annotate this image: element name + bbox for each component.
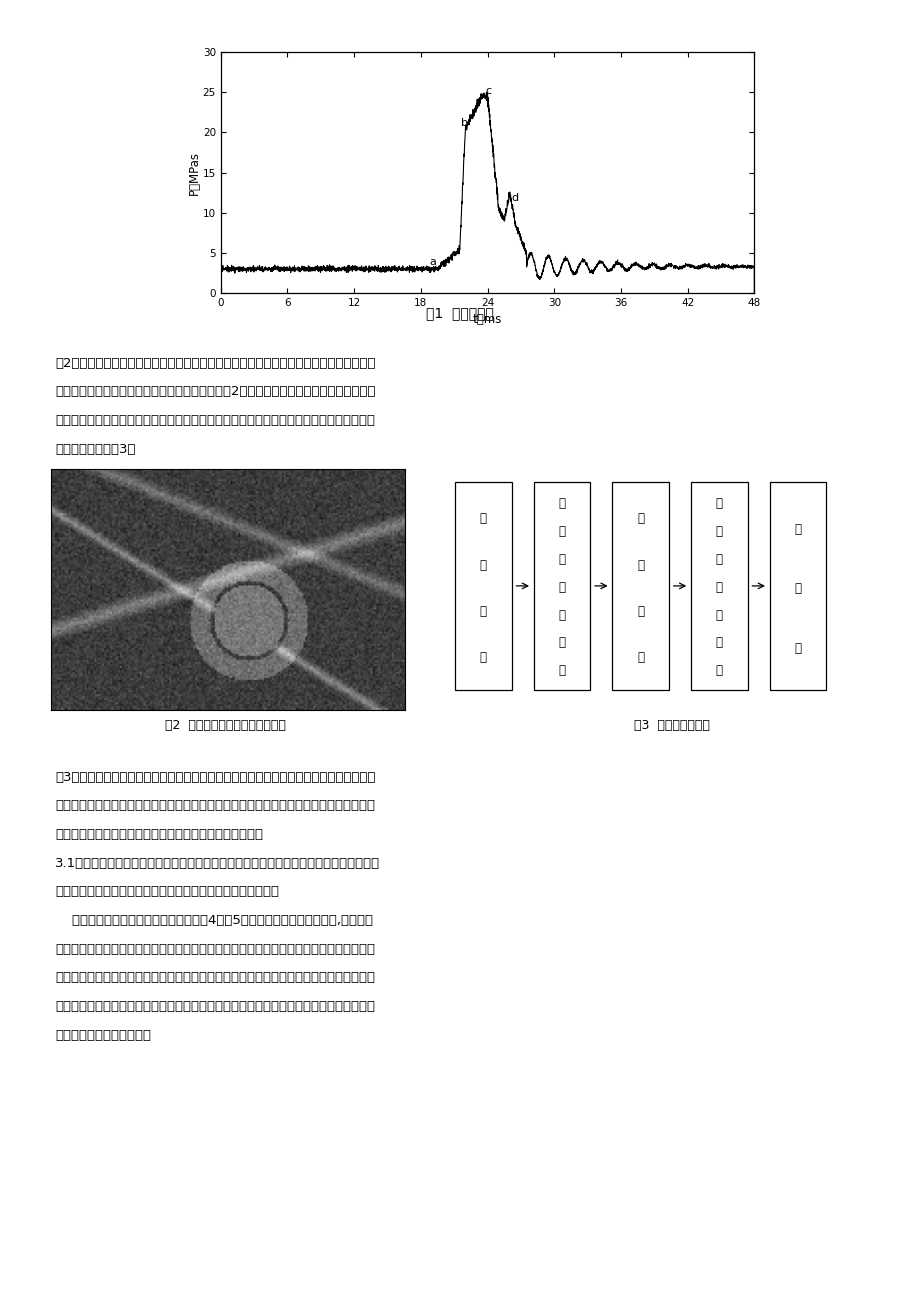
Text: 器: 器 xyxy=(558,664,565,677)
Text: 高压油管上用手拧紧固定螺栓即可，无需拆卸发动机的相关零部件，保证了发动机的正常工: 高压油管上用手拧紧固定螺栓即可，无需拆卸发动机的相关零部件，保证了发动机的正常工 xyxy=(55,414,375,427)
Text: 器: 器 xyxy=(715,664,722,677)
Text: 现变形失真，例如波峰幅値的整体下降，但这一失真对波峰的提取影响不大，数字滤波的频: 现变形失真，例如波峰幅値的整体下降，但这一失真对波峰的提取影响不大，数字滤波的频 xyxy=(55,1000,375,1013)
FancyBboxPatch shape xyxy=(769,482,825,690)
Text: 压: 压 xyxy=(480,605,486,618)
Text: 制: 制 xyxy=(715,637,722,650)
Text: 方法简单且计算速度快。同时频域数据的突然截断造成的谱泄漏会导致滤波后的时域信号出: 方法简单且计算速度快。同时频域数据的突然截断造成的谱泄漏会导致滤波后的时域信号出 xyxy=(55,971,375,984)
Text: （3）数据分析处理：从油压信号曲线可以看出信号具有明显的周期性。柴油机每个工作循: （3）数据分析处理：从油压信号曲线可以看出信号具有明显的周期性。柴油机每个工作循 xyxy=(55,771,375,784)
Text: 作。信号采集如图3。: 作。信号采集如图3。 xyxy=(55,443,136,456)
Text: 卡: 卡 xyxy=(558,525,565,538)
Text: 算: 算 xyxy=(794,582,800,595)
Text: 环只有一次燃油噴射，故两个相邻波峰的时间间隔即为当前转速下柴油机运行一个工作循环: 环只有一次燃油噴射，故两个相邻波峰的时间间隔即为当前转速下柴油机运行一个工作循环 xyxy=(55,799,375,812)
Y-axis label: P，MPas: P，MPas xyxy=(188,151,201,194)
Text: 力: 力 xyxy=(480,651,486,664)
FancyBboxPatch shape xyxy=(455,482,511,690)
Text: 传: 传 xyxy=(558,608,565,621)
Text: b: b xyxy=(460,118,468,128)
Text: 3.1：油压信号的滤波：燃油波阵面的不断反射和叠加，使得压力波的局部变化比较复杂，: 3.1：油压信号的滤波：燃油波阵面的不断反射和叠加，使得压力波的局部变化比较复杂… xyxy=(55,857,380,870)
Text: 域方法可以达到预期目的。: 域方法可以达到预期目的。 xyxy=(55,1029,151,1042)
FancyBboxPatch shape xyxy=(690,482,747,690)
Text: 感器。由刚度较大的卡具固定在高压油管上，如图2。传感器安装很方便，将其推入被测缸: 感器。由刚度较大的卡具固定在高压油管上，如图2。传感器安装很方便，将其推入被测缸 xyxy=(55,385,375,398)
Text: 外: 外 xyxy=(558,497,565,510)
Text: 路: 路 xyxy=(637,651,643,664)
Text: 这里介绍采用数字滤波的频域方法，图4到图5为经低通滤波后的油压信号,可以看出: 这里介绍采用数字滤波的频域方法，图4到图5为经低通滤波后的油压信号,可以看出 xyxy=(55,914,373,927)
Text: 力: 力 xyxy=(558,581,565,594)
Text: d: d xyxy=(510,193,517,203)
Text: 集: 集 xyxy=(715,581,722,594)
Text: 控: 控 xyxy=(715,608,722,621)
FancyBboxPatch shape xyxy=(533,482,590,690)
Text: 据: 据 xyxy=(715,525,722,538)
Text: 压: 压 xyxy=(558,553,565,566)
Text: 电: 电 xyxy=(637,605,643,618)
Text: 滤波后曲线更加光滑，有助于提高波峰识别的精度。这种滤波方法具有较好的频率选择性，: 滤波后曲线更加光滑，有助于提高波峰识别的精度。这种滤波方法具有较好的频率选择性， xyxy=(55,943,375,956)
Text: a: a xyxy=(429,256,437,267)
Text: 图3  信号采集流程图: 图3 信号采集流程图 xyxy=(633,719,709,732)
Text: 机: 机 xyxy=(794,642,800,655)
X-axis label: t，ms: t，ms xyxy=(472,314,502,327)
Text: 数: 数 xyxy=(715,497,722,510)
Text: 测: 测 xyxy=(637,512,643,525)
Text: 图2  油管压力传感器实车安装位置: 图2 油管压力传感器实车安装位置 xyxy=(165,719,286,732)
Text: 感: 感 xyxy=(558,637,565,650)
Text: 管: 管 xyxy=(480,559,486,572)
Text: c: c xyxy=(485,86,491,96)
Text: 这对识别波峰非常不利，必须对采集的油压信号进行滤波处理。: 这对识别波峰非常不利，必须对采集的油压信号进行滤波处理。 xyxy=(55,885,278,898)
Text: 图1  燃油压力波: 图1 燃油压力波 xyxy=(425,306,494,320)
Text: 计: 计 xyxy=(794,523,800,536)
FancyBboxPatch shape xyxy=(612,482,668,690)
Text: 采: 采 xyxy=(715,553,722,566)
Text: 所需的时间，利用这一时间就能计算出柴油机的当前转速。: 所需的时间，利用这一时间就能计算出柴油机的当前转速。 xyxy=(55,828,263,841)
Text: （2）油管信号的采集：为了简便快速的采集高压油管的油压波信号，采用了外卡式压力传: （2）油管信号的采集：为了简便快速的采集高压油管的油压波信号，采用了外卡式压力传 xyxy=(55,357,375,370)
Text: 量: 量 xyxy=(637,559,643,572)
Text: 油: 油 xyxy=(480,512,486,525)
